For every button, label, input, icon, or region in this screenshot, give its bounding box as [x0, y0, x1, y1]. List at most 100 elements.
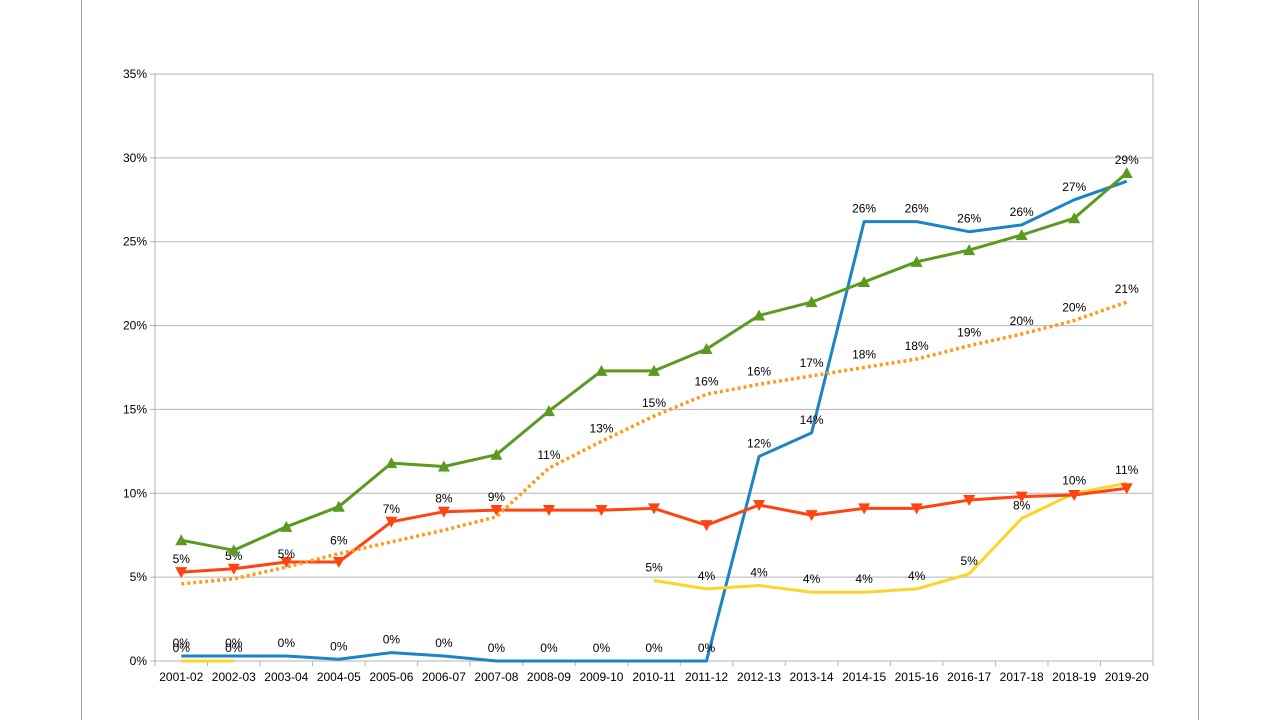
data-label-series-2: 11%	[1115, 463, 1138, 477]
series-marker-5	[805, 296, 818, 308]
series-marker-3	[858, 503, 871, 515]
data-label-series-4: 20%	[1062, 301, 1086, 315]
series-marker-3	[700, 520, 713, 532]
data-label-series-4: 20%	[1010, 314, 1034, 328]
x-tick-label: 2007-08	[474, 670, 518, 684]
slide-border-left	[81, 0, 82, 720]
y-tick-label: 30%	[123, 151, 147, 165]
series-marker-3	[1120, 483, 1133, 495]
series-marker-5	[385, 457, 398, 469]
series-marker-3	[175, 567, 188, 579]
series-marker-3	[332, 557, 345, 569]
x-tick-label: 2018-19	[1052, 670, 1096, 684]
y-tick-label: 20%	[123, 319, 147, 333]
x-tick-label: 2015-16	[895, 670, 939, 684]
series-marker-3	[227, 563, 240, 575]
series-marker-5	[1120, 166, 1133, 178]
y-tick-label: 15%	[123, 402, 147, 416]
y-tick-label: 0%	[130, 654, 148, 668]
data-label-series-3: 8%	[435, 492, 453, 506]
x-tick-label: 2005-06	[369, 670, 413, 684]
data-label-series-5: 29%	[1115, 153, 1139, 167]
y-tick-label: 35%	[123, 67, 147, 81]
data-label-series-3: 5%	[173, 552, 191, 566]
data-label-series-1: 26%	[905, 202, 929, 216]
series-marker-5	[963, 244, 976, 256]
x-tick-label: 2004-05	[317, 670, 361, 684]
x-tick-label: 2006-07	[422, 670, 466, 684]
data-label-series-2: 4%	[803, 572, 821, 586]
data-label-series-1: 12%	[747, 436, 771, 450]
data-label-series-3: 9%	[488, 490, 506, 504]
data-label-series-1: 0%	[278, 636, 296, 650]
data-label-series-4: 18%	[905, 339, 929, 353]
series-marker-3	[910, 503, 923, 515]
series-marker-5	[858, 275, 871, 287]
data-label-series-1: 27%	[1062, 180, 1086, 194]
data-label-series-4: 19%	[957, 326, 981, 340]
series-marker-5	[595, 364, 608, 376]
data-label-series-4: 17%	[800, 356, 824, 370]
data-label-series-2: 10%	[1062, 473, 1086, 487]
data-label-series-1: 0%	[225, 636, 243, 650]
x-tick-label: 2016-17	[947, 670, 991, 684]
series-marker-3	[437, 506, 450, 518]
series-line-4	[181, 300, 1128, 586]
x-tick-label: 2017-18	[1000, 670, 1044, 684]
series-line-2	[653, 481, 1127, 594]
x-tick-label: 2011-12	[685, 670, 728, 684]
data-label-series-1: 0%	[435, 636, 453, 650]
series-marker-3	[542, 505, 555, 517]
data-label-series-1: 26%	[1010, 205, 1034, 219]
series-marker-3	[805, 510, 818, 522]
data-label-series-4: 13%	[589, 421, 613, 435]
series-marker-3	[1015, 491, 1028, 503]
x-tick-label: 2003-04	[264, 670, 308, 684]
x-tick-label: 2019-20	[1105, 670, 1149, 684]
series-marker-3	[280, 557, 293, 569]
data-label-series-1: 0%	[540, 641, 558, 655]
data-label-series-2: 4%	[908, 569, 926, 583]
series-line-1	[181, 179, 1128, 663]
series-marker-5	[332, 500, 345, 512]
data-label-series-1: 0%	[698, 641, 716, 655]
data-label-series-4: 5%	[278, 547, 296, 561]
data-label-series-1: 0%	[383, 633, 401, 647]
data-label-series-2: 4%	[750, 566, 768, 580]
data-label-series-1: 0%	[645, 641, 663, 655]
series-marker-3	[753, 500, 766, 512]
data-label-series-2: 5%	[645, 560, 663, 574]
data-label-series-2: 0%	[225, 641, 243, 655]
series-marker-5	[175, 534, 188, 546]
series-marker-5	[753, 309, 766, 321]
x-tick-label: 2012-13	[737, 670, 781, 684]
data-label-series-2: 8%	[1013, 498, 1031, 512]
data-label-series-3: 7%	[383, 502, 401, 516]
series-marker-5	[648, 364, 660, 376]
data-label-series-4: 15%	[642, 396, 666, 410]
x-tick-label: 2008-09	[527, 670, 571, 684]
data-label-series-1: 0%	[488, 641, 506, 655]
y-tick-label: 10%	[123, 486, 147, 500]
series-marker-3	[963, 494, 976, 506]
series-marker-3	[648, 503, 660, 515]
x-tick-label: 2014-15	[842, 670, 886, 684]
series-marker-3	[490, 505, 503, 517]
series-marker-5	[700, 343, 713, 355]
data-label-series-4: 16%	[695, 374, 719, 388]
data-label-series-2: 5%	[960, 554, 978, 568]
y-tick-label: 25%	[123, 235, 147, 249]
data-label-series-2: 0%	[173, 641, 191, 655]
series-marker-5	[280, 520, 293, 532]
series-marker-3	[385, 516, 398, 528]
series-marker-5	[490, 448, 503, 460]
data-label-series-1: 0%	[330, 639, 348, 653]
x-tick-label: 2002-03	[212, 670, 256, 684]
data-label-series-4: 6%	[330, 534, 348, 548]
data-label-series-2: 4%	[698, 569, 716, 583]
data-label-series-1: 0%	[173, 636, 191, 650]
series-marker-5	[227, 544, 240, 556]
series-marker-3	[595, 505, 608, 517]
data-label-series-4: 18%	[852, 348, 876, 362]
